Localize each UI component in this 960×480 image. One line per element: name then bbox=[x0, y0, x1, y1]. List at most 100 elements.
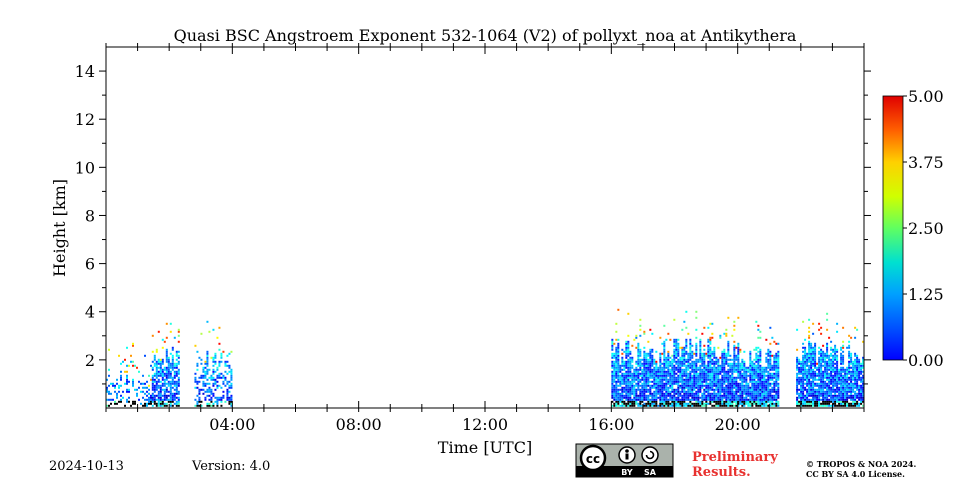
heatmap-cell bbox=[820, 326, 823, 329]
heatmap-cell bbox=[814, 396, 817, 399]
heatmap-cell bbox=[613, 380, 616, 383]
heatmap-cell bbox=[739, 372, 742, 375]
heatmap-cell bbox=[767, 352, 770, 355]
heatmap-cell bbox=[755, 364, 758, 367]
heatmap-cell bbox=[725, 356, 728, 359]
heatmap-cell bbox=[114, 402, 116, 405]
heatmap-cell bbox=[677, 388, 680, 391]
heatmap-cell bbox=[707, 338, 710, 341]
heatmap-cell bbox=[751, 396, 754, 399]
heatmap-cell bbox=[224, 362, 227, 365]
heatmap-cell bbox=[858, 360, 861, 363]
heatmap-cell bbox=[643, 382, 646, 385]
heatmap-cell bbox=[715, 396, 718, 399]
heatmap-cell bbox=[689, 372, 692, 375]
heatmap-cell bbox=[818, 378, 821, 381]
heatmap-cell bbox=[822, 364, 825, 367]
heatmap-cell bbox=[120, 378, 122, 381]
heatmap-cell bbox=[643, 352, 646, 355]
heatmap-cell bbox=[830, 348, 833, 351]
heatmap-cell bbox=[725, 380, 728, 383]
heatmap-cell bbox=[757, 384, 760, 387]
heatmap-cell bbox=[165, 322, 168, 325]
heatmap-cell bbox=[649, 352, 652, 355]
heatmap-cell bbox=[226, 364, 229, 367]
heatmap-cell bbox=[862, 360, 865, 363]
heatmap-cell bbox=[711, 398, 714, 401]
heatmap-cell bbox=[619, 396, 622, 399]
heatmap-cell bbox=[727, 362, 730, 365]
heatmap-cell bbox=[649, 384, 652, 387]
heatmap-cell bbox=[629, 390, 632, 393]
heatmap-cell bbox=[860, 372, 863, 375]
heatmap-cell bbox=[836, 364, 839, 367]
heatmap-cell bbox=[721, 384, 724, 387]
heatmap-cell bbox=[224, 360, 227, 363]
heatmap-cell bbox=[631, 398, 634, 401]
heatmap-cell bbox=[169, 366, 172, 369]
heatmap-cell bbox=[757, 364, 760, 367]
heatmap-cell bbox=[643, 396, 646, 399]
heatmap-cell bbox=[653, 362, 656, 365]
heatmap-cell bbox=[723, 374, 726, 377]
heatmap-cell bbox=[699, 340, 702, 343]
heatmap-cell bbox=[763, 372, 766, 375]
heatmap-cell bbox=[842, 384, 845, 387]
heatmap-cell bbox=[705, 366, 708, 369]
heatmap-cell bbox=[820, 370, 823, 373]
heatmap-cell bbox=[727, 364, 730, 367]
heatmap-cell bbox=[767, 396, 770, 399]
heatmap-cell bbox=[665, 364, 668, 367]
heatmap-cell bbox=[745, 388, 748, 391]
heatmap-cell bbox=[711, 400, 714, 403]
heatmap-cell bbox=[159, 396, 162, 399]
heatmap-cell bbox=[222, 376, 225, 379]
heatmap-cell bbox=[852, 372, 855, 375]
heatmap-cell bbox=[655, 360, 658, 363]
heatmap-cell bbox=[169, 398, 172, 401]
heatmap-cell bbox=[112, 398, 114, 401]
heatmap-cell bbox=[683, 404, 686, 407]
heatmap-cell bbox=[202, 366, 205, 369]
heatmap-cell bbox=[675, 350, 678, 353]
heatmap-cell bbox=[709, 398, 712, 401]
heatmap-cell bbox=[832, 358, 835, 361]
heatmap-cell bbox=[707, 392, 710, 395]
heatmap-cell bbox=[691, 350, 694, 353]
heatmap-cell bbox=[765, 396, 768, 399]
heatmap-cell bbox=[625, 394, 628, 397]
heatmap-cell bbox=[709, 380, 712, 383]
heatmap-cell bbox=[673, 388, 676, 391]
heatmap-cell bbox=[230, 398, 233, 401]
heatmap-cell bbox=[673, 400, 676, 403]
heatmap-cell bbox=[850, 394, 853, 397]
heatmap-cell bbox=[665, 398, 668, 401]
heatmap-cell bbox=[645, 380, 648, 383]
heatmap-cell bbox=[832, 404, 835, 407]
heatmap-cell bbox=[808, 382, 811, 385]
heatmap-cell bbox=[173, 336, 176, 339]
heatmap-cell bbox=[820, 402, 823, 405]
heatmap-cell bbox=[713, 400, 716, 403]
heatmap-cell bbox=[621, 358, 624, 361]
heatmap-cell bbox=[163, 396, 166, 399]
heatmap-cell bbox=[751, 366, 754, 369]
heatmap-cell bbox=[661, 374, 664, 377]
heatmap-cell bbox=[729, 364, 732, 367]
heatmap-cell bbox=[808, 394, 811, 397]
heatmap-cell bbox=[856, 372, 859, 375]
heatmap-cell bbox=[707, 376, 710, 379]
heatmap-cell bbox=[695, 336, 698, 339]
heatmap-cell bbox=[739, 350, 742, 353]
heatmap-cell bbox=[639, 378, 642, 381]
heatmap-cell bbox=[153, 378, 156, 381]
x-axis-label: Time [UTC] bbox=[438, 438, 532, 457]
heatmap-cell bbox=[681, 386, 684, 389]
heatmap-cell bbox=[665, 388, 668, 391]
heatmap-cell bbox=[737, 390, 740, 393]
heatmap-cell bbox=[699, 384, 702, 387]
heatmap-cell bbox=[669, 390, 672, 393]
heatmap-cell bbox=[165, 402, 168, 405]
heatmap-cell bbox=[669, 396, 672, 399]
heatmap-cell bbox=[613, 396, 616, 399]
